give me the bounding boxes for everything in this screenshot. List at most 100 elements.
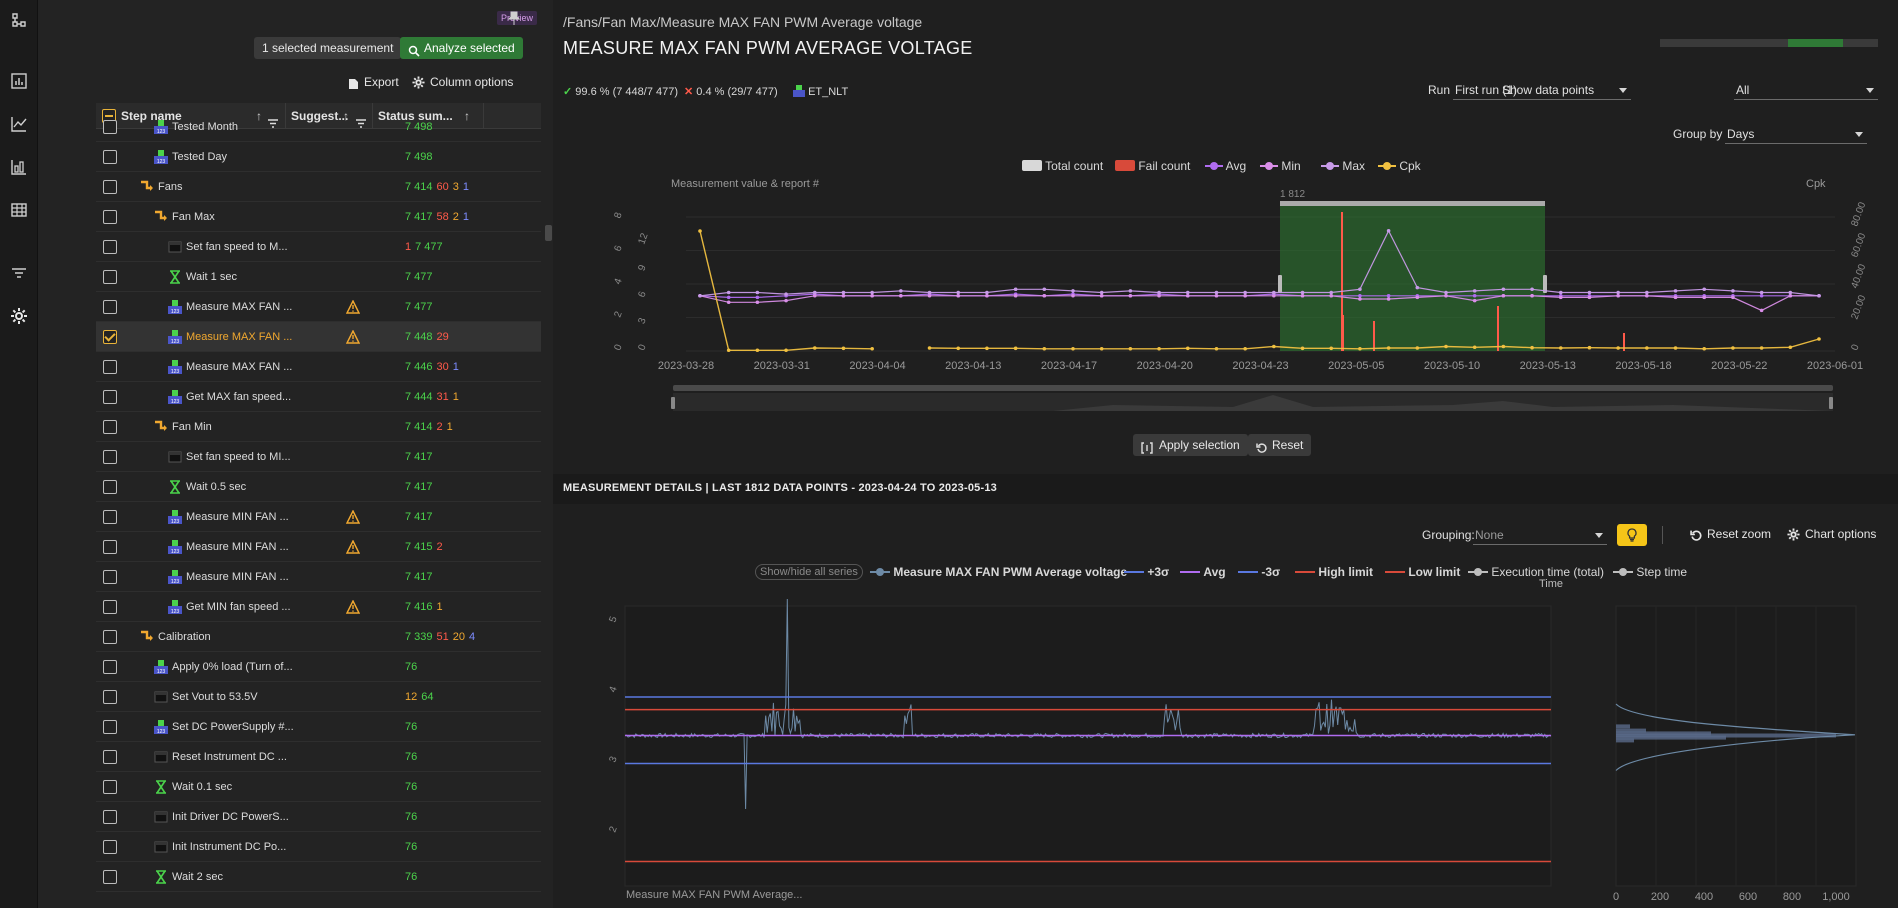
row-checkbox[interactable] xyxy=(103,480,117,494)
table-row[interactable]: Wait 0.5 sec 7 417 xyxy=(96,472,541,502)
row-checkbox[interactable] xyxy=(103,630,117,644)
table-row[interactable]: Init Driver DC PowerS... 76 xyxy=(96,802,541,832)
table-row[interactable]: 123 Measure MAX FAN ... 7 477 xyxy=(96,292,541,322)
legend-avg-detail[interactable]: Avg xyxy=(1180,565,1226,579)
table-row[interactable]: Fan Min 7 414 2 1 xyxy=(96,412,541,442)
pin-icon[interactable] xyxy=(507,11,521,25)
row-checkbox[interactable] xyxy=(103,240,117,254)
row-checkbox[interactable] xyxy=(103,690,117,704)
table-row[interactable]: Set fan speed to M... 1 7 477 xyxy=(96,232,541,262)
filter-icon[interactable] xyxy=(10,264,28,282)
settings-icon[interactable] xyxy=(10,307,28,325)
table-row[interactable]: Calibration 7 339 51 20 4 xyxy=(96,622,541,652)
warning-icon[interactable] xyxy=(345,299,361,314)
report-chart-icon[interactable] xyxy=(10,158,28,176)
column-options-button[interactable]: Column options xyxy=(412,72,513,92)
apply-selection-button[interactable]: Apply selection xyxy=(1133,434,1248,456)
row-checkbox[interactable] xyxy=(103,330,117,344)
row-checkbox[interactable] xyxy=(103,390,117,404)
reset-zoom-button[interactable]: Reset zoom xyxy=(1690,524,1771,544)
table-row[interactable]: 123 Set DC PowerSupply #... 76 xyxy=(96,712,541,742)
table-row[interactable]: Init Instrument DC Po... 76 xyxy=(96,832,541,862)
row-checkbox[interactable] xyxy=(103,420,117,434)
line-chart-icon[interactable] xyxy=(10,115,28,133)
legend-measure[interactable]: Measure MAX FAN PWM Average voltage xyxy=(870,564,1127,580)
lightbulb-button[interactable] xyxy=(1617,524,1647,546)
column-suggest[interactable]: Suggest... ↑ xyxy=(286,103,373,129)
table-row[interactable]: 123 Apply 0% load (Turn of... 76 xyxy=(96,652,541,682)
row-checkbox[interactable] xyxy=(103,870,117,884)
row-checkbox[interactable] xyxy=(103,120,117,134)
reset-button[interactable]: Reset xyxy=(1248,434,1312,456)
column-filter-icon[interactable] xyxy=(268,111,278,128)
table-row[interactable]: Reset Instrument DC ... 76 xyxy=(96,742,541,772)
legend-minus-3-sigma[interactable]: -3σ xyxy=(1238,565,1281,579)
warning-icon[interactable] xyxy=(345,329,361,344)
column-status[interactable]: Status sum... ↑ xyxy=(373,103,484,129)
row-checkbox[interactable] xyxy=(103,270,117,284)
table-row[interactable]: Wait 1 sec 7 477 xyxy=(96,262,541,292)
table-row[interactable]: 123 Get MIN fan speed ... 7 416 1 xyxy=(96,592,541,622)
table-row[interactable]: Wait 0.1 sec 76 xyxy=(96,772,541,802)
show-data-points-select[interactable]: All xyxy=(1734,80,1878,100)
show-hide-all-series-button[interactable]: Show/hide all series xyxy=(755,564,863,580)
legend-cpk[interactable]: Cpk xyxy=(1378,158,1421,174)
row-checkbox[interactable] xyxy=(103,570,117,584)
row-checkbox[interactable] xyxy=(103,540,117,554)
analyze-selected-button[interactable]: Analyze selected xyxy=(400,37,523,59)
selected-measurement-button[interactable]: 1 selected measurement xyxy=(254,37,402,59)
table-row[interactable]: Set Vout to 53.5V 12 64 xyxy=(96,682,541,712)
sort-icon[interactable]: ↑ xyxy=(464,109,470,123)
table-row[interactable]: 123 Measure MIN FAN ... 7 415 2 xyxy=(96,532,541,562)
row-checkbox[interactable] xyxy=(103,210,117,224)
row-checkbox[interactable] xyxy=(103,810,117,824)
table-row[interactable]: 123 Measure MIN FAN ... 7 417 xyxy=(96,502,541,532)
legend-high-limit[interactable]: High limit xyxy=(1295,565,1374,579)
legend-low-limit[interactable]: Low limit xyxy=(1385,565,1461,579)
tree-scrollbar[interactable] xyxy=(543,130,553,860)
trend-chart[interactable]: Measurement value & report # Cpk 1 812 2… xyxy=(553,175,1898,435)
table-row[interactable]: 123 Measure MAX FAN ... 7 446 30 1 xyxy=(96,352,541,382)
row-checkbox[interactable] xyxy=(103,750,117,764)
sort-icon[interactable]: ↑ xyxy=(343,109,349,123)
column-step-name[interactable]: Step name ↑ xyxy=(116,103,286,129)
legend-avg[interactable]: Avg xyxy=(1205,158,1246,174)
legend-total-count[interactable]: Total count xyxy=(1022,158,1103,174)
legend-step-time[interactable]: Step time xyxy=(1613,564,1687,580)
detail-chart[interactable]: 2 3 4 5 0 200 400 600 800 1,000 xyxy=(553,590,1898,908)
legend-min[interactable]: Min xyxy=(1260,158,1301,174)
group-by-select[interactable]: Days xyxy=(1725,124,1867,144)
table-row[interactable]: Wait 2 sec 76 xyxy=(96,862,541,892)
table-icon[interactable] xyxy=(10,201,28,219)
row-checkbox[interactable] xyxy=(103,450,117,464)
row-checkbox[interactable] xyxy=(103,780,117,794)
warning-icon[interactable] xyxy=(345,599,361,614)
row-checkbox[interactable] xyxy=(103,600,117,614)
legend-max[interactable]: Max xyxy=(1321,158,1365,174)
table-row[interactable]: Fans 7 414 60 3 1 xyxy=(96,172,541,202)
warning-icon[interactable] xyxy=(345,509,361,524)
row-checkbox[interactable] xyxy=(103,510,117,524)
warning-icon[interactable] xyxy=(345,539,361,554)
table-row[interactable]: 123 Tested Day 7 498 xyxy=(96,142,541,172)
column-filter-icon[interactable] xyxy=(356,111,366,128)
table-row[interactable]: Fan Max 7 417 58 2 1 xyxy=(96,202,541,232)
run-select[interactable]: First run (1) xyxy=(1453,80,1631,100)
legend-execution-time[interactable]: Execution time (total) xyxy=(1468,564,1604,580)
table-row[interactable]: 123 Tested Month 7 498 xyxy=(96,112,541,142)
workflow-icon[interactable] xyxy=(10,11,28,29)
table-row[interactable]: 123 Measure MIN FAN ... 7 417 xyxy=(96,562,541,592)
table-row[interactable]: Set fan speed to MI... 7 417 xyxy=(96,442,541,472)
dashboard-icon[interactable] xyxy=(10,72,28,90)
export-button[interactable]: Export xyxy=(348,72,399,92)
row-checkbox[interactable] xyxy=(103,360,117,374)
row-checkbox[interactable] xyxy=(103,300,117,314)
sort-icon[interactable]: ↑ xyxy=(256,109,262,123)
table-row[interactable]: 123 Get MAX fan speed... 7 444 31 1 xyxy=(96,382,541,412)
legend-plus-3-sigma[interactable]: +3σ xyxy=(1124,565,1170,579)
row-checkbox[interactable] xyxy=(103,720,117,734)
grouping-select[interactable]: None xyxy=(1473,525,1607,545)
chart-options-button[interactable]: Chart options xyxy=(1787,524,1876,544)
row-checkbox[interactable] xyxy=(103,840,117,854)
row-checkbox[interactable] xyxy=(103,180,117,194)
